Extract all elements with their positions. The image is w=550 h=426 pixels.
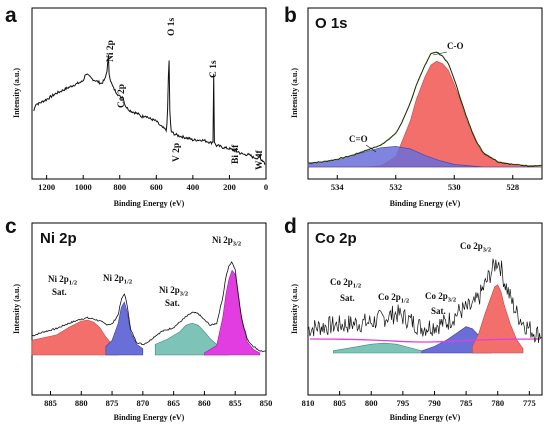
panel-b-frame bbox=[307, 7, 543, 180]
x-tick-label: 775 bbox=[523, 398, 536, 408]
panel-b-ann-c-double-o: C=O bbox=[349, 134, 368, 144]
x-tick-label: 805 bbox=[333, 398, 346, 408]
x-tick-label: 600 bbox=[150, 182, 163, 192]
x-tick-label: 790 bbox=[428, 398, 441, 408]
x-tick-label: 200 bbox=[223, 182, 236, 192]
panel-c-ann-ni2p12-b: Ni 2p1/2 bbox=[103, 273, 132, 286]
panel-b-raw-line bbox=[307, 51, 543, 167]
x-tick-label: 850 bbox=[260, 398, 273, 408]
panel-a-frame bbox=[31, 7, 267, 180]
x-tick-label: 810 bbox=[302, 398, 315, 408]
panel-d-peak-co2p12 bbox=[333, 342, 423, 354]
x-tick-label: 785 bbox=[460, 398, 473, 408]
panel-c: c Ni 2p 885 880 875 870 865 860 855 850 Binding… bbox=[5, 215, 272, 422]
x-tick-label: 795 bbox=[396, 398, 409, 408]
panel-b-title: O 1s bbox=[315, 15, 348, 32]
panel-b-label: b bbox=[284, 4, 297, 27]
panel-b-x-ticks: 534 532 530 528 bbox=[331, 175, 519, 192]
panel-a-label: a bbox=[5, 4, 17, 27]
panel-d-ann-co2p12-a: Co 2p1/2 bbox=[330, 277, 361, 290]
panel-c-ann-sat: Sat. bbox=[52, 287, 67, 297]
panel-d-x-ticks: 810 805 800 795 790 785 780 775 bbox=[302, 391, 536, 408]
x-tick-label: 855 bbox=[229, 398, 242, 408]
panel-d-frame bbox=[307, 222, 543, 396]
x-tick-label: 400 bbox=[187, 182, 200, 192]
panel-c-peak-ni2p12 bbox=[105, 301, 144, 356]
panel-c-ann-sat-2: Sat. bbox=[165, 298, 180, 308]
panel-a-ann-w4f: W 4f bbox=[255, 150, 265, 170]
panel-b-ann-co-leader bbox=[432, 51, 448, 56]
panel-d-ann-co2p32-a: Co 2p3/2 bbox=[425, 291, 456, 304]
panel-b-ann-co: C-O bbox=[447, 41, 464, 51]
panel-c-ann-ni2p32-a: Ni 2p3/2 bbox=[159, 285, 188, 298]
panel-b-xlabel: Binding Energy (eV) bbox=[390, 199, 461, 208]
panel-d: d Co 2p 810 805 800 795 790 785 780 775 Binding… bbox=[284, 215, 543, 422]
panel-c-x-ticks: 885 880 875 870 865 860 855 850 bbox=[44, 391, 272, 408]
panel-c-ann-ni2p12-a: Ni 2p1/2 bbox=[48, 274, 77, 287]
panel-d-ann-co2p12-b: Co 2p1/2 bbox=[378, 292, 409, 305]
x-tick-label: 530 bbox=[448, 182, 461, 192]
x-tick-label: 880 bbox=[75, 398, 88, 408]
panel-b-peak-co bbox=[308, 60, 543, 168]
x-tick-label: 0 bbox=[264, 182, 268, 192]
panel-a-ann-bi4f: Bi 4f bbox=[231, 144, 241, 164]
panel-a-ann-c1s: C 1s bbox=[209, 60, 219, 78]
panel-a-ann-ni2p: Ni 2p bbox=[106, 40, 116, 62]
panel-d-raw-line bbox=[307, 258, 542, 344]
x-tick-label: 534 bbox=[331, 182, 345, 192]
x-tick-label: 780 bbox=[491, 398, 504, 408]
panel-d-peak-co2p32 bbox=[472, 284, 524, 354]
panel-d-label: d bbox=[284, 215, 297, 238]
x-tick-label: 528 bbox=[506, 182, 519, 192]
panel-c-label: c bbox=[5, 215, 17, 238]
panel-a-xlabel: Binding Energy (eV) bbox=[114, 199, 185, 208]
panel-b: b O 1s 534 532 530 528 Binding Energy (eV) … bbox=[284, 4, 543, 208]
panel-b-ylabel: Intensity (a.u.) bbox=[290, 68, 299, 118]
panel-a-ann-o1s: O 1s bbox=[167, 17, 177, 36]
panel-a-ylabel: Intensity (a.u.) bbox=[12, 68, 21, 118]
panel-d-ann-sat-1: Sat. bbox=[340, 293, 355, 303]
panel-a-ann-co2p: Co 2p bbox=[117, 84, 127, 108]
x-tick-label: 1200 bbox=[38, 182, 55, 192]
x-tick-label: 1000 bbox=[75, 182, 92, 192]
x-tick-label: 885 bbox=[44, 398, 57, 408]
panel-c-peak-sat-1 bbox=[31, 319, 119, 356]
panel-d-title: Co 2p bbox=[315, 230, 357, 247]
x-tick-label: 800 bbox=[365, 398, 378, 408]
x-tick-label: 875 bbox=[106, 398, 119, 408]
panel-c-raw-line bbox=[31, 261, 266, 353]
panel-a: a 1200 1000 800 600 400 200 0 Binding Energy (… bbox=[5, 4, 268, 208]
panel-b-ann-c-double-o-leader bbox=[365, 144, 377, 153]
panel-d-ann-sat-2: Sat. bbox=[431, 306, 446, 316]
panel-a-x-ticks: 1200 1000 800 600 400 200 0 bbox=[38, 175, 268, 192]
x-tick-label: 800 bbox=[113, 182, 126, 192]
panel-c-ylabel: Intensity (a.u.) bbox=[12, 284, 21, 334]
panel-d-xlabel: Binding Energy (eV) bbox=[390, 413, 461, 422]
panel-a-survey-line bbox=[33, 54, 266, 165]
x-tick-label: 532 bbox=[389, 182, 402, 192]
panel-d-baseline bbox=[310, 338, 540, 343]
panel-c-frame bbox=[31, 222, 267, 396]
panel-c-ann-ni2p32-b: Ni 2p3/2 bbox=[212, 235, 241, 248]
panel-a-ann-v2p: V 2p bbox=[172, 143, 182, 162]
panel-c-title: Ni 2p bbox=[40, 230, 77, 247]
panel-c-peak-ni2p32 bbox=[204, 269, 261, 356]
x-tick-label: 870 bbox=[136, 398, 149, 408]
panel-d-ann-co2p32-b: Co 2p3/2 bbox=[460, 241, 491, 254]
x-tick-label: 860 bbox=[198, 398, 211, 408]
x-tick-label: 865 bbox=[167, 398, 180, 408]
panel-d-ylabel: Intensity (a.u.) bbox=[290, 284, 299, 334]
panel-c-xlabel: Binding Energy (eV) bbox=[114, 413, 185, 422]
